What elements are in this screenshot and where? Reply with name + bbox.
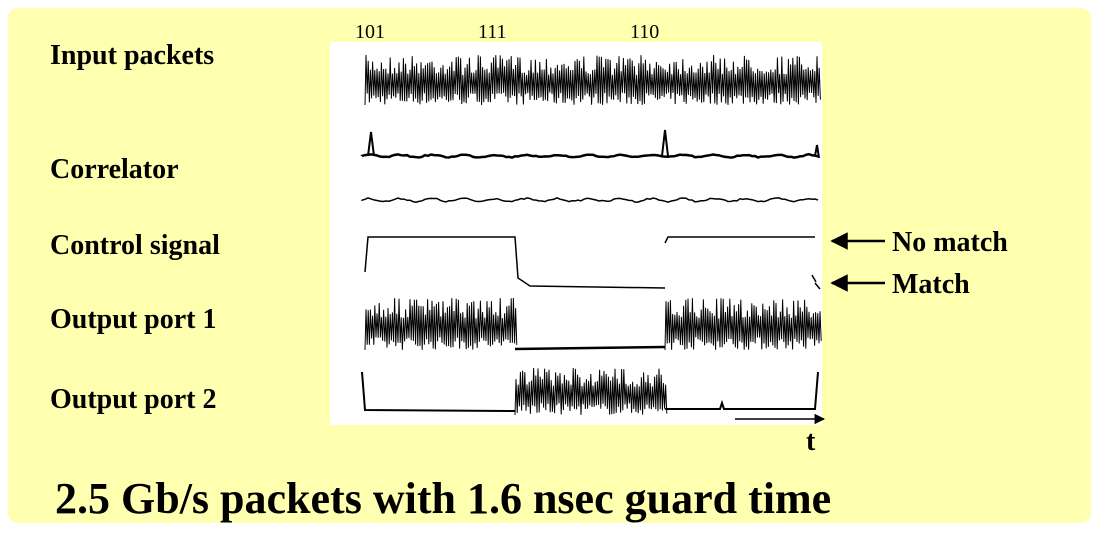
row-label: Control signal xyxy=(50,230,220,261)
axis-label: t xyxy=(806,426,816,457)
annotation: Match xyxy=(892,269,970,300)
row-label: Input packets xyxy=(50,40,214,71)
row-label: Output port 1 xyxy=(50,304,216,335)
slide: 101 111 110 Input packets Correlator Con… xyxy=(0,0,1099,535)
title: 2.5 Gb/s packets with 1.6 nsec guard tim… xyxy=(55,474,831,523)
marker: 111 xyxy=(478,21,507,43)
row-label: Correlator xyxy=(50,154,179,185)
marker: 110 xyxy=(630,21,659,43)
scope-panel xyxy=(330,42,822,425)
annotation: No match xyxy=(892,227,1008,258)
marker: 101 xyxy=(355,21,385,43)
row-label: Output port 2 xyxy=(50,384,216,415)
